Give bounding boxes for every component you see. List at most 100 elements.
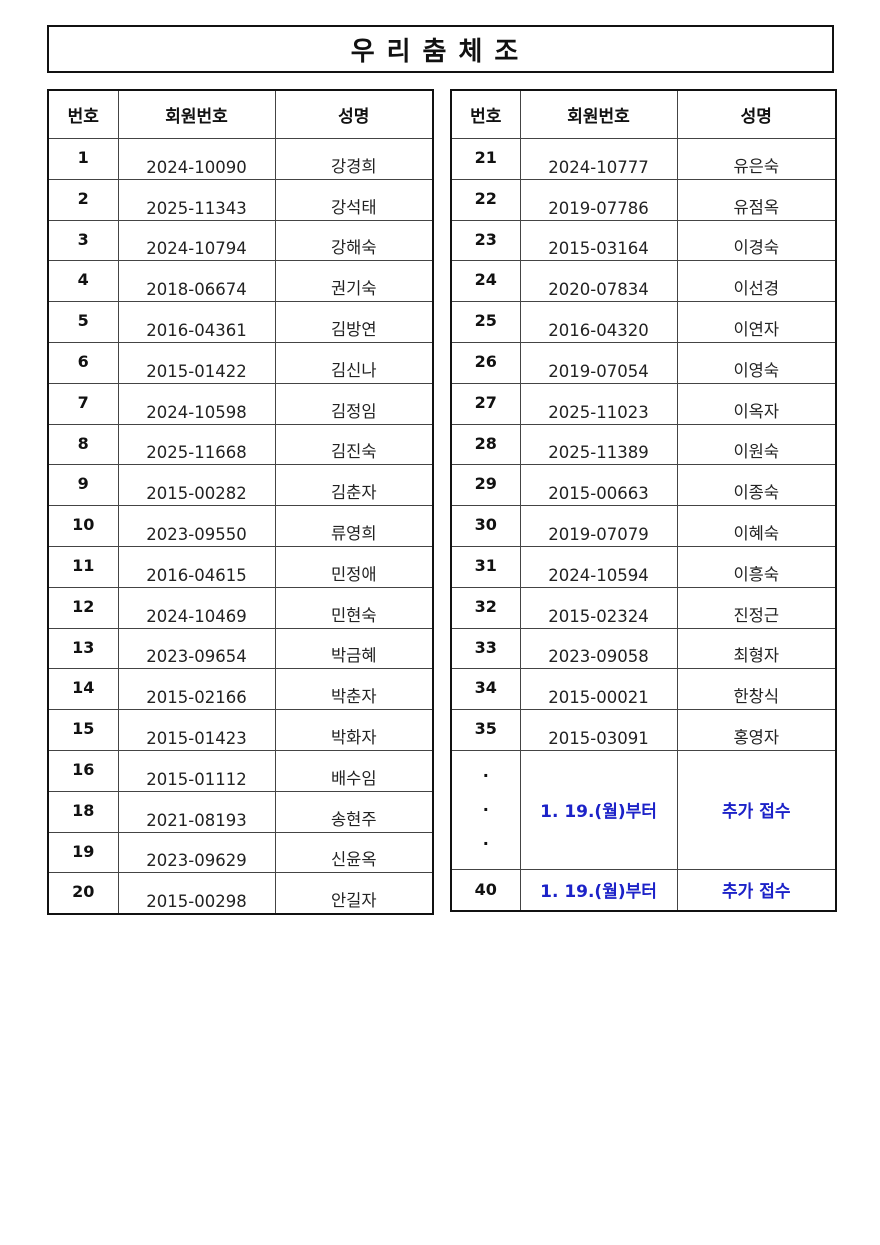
header-member-id: 회원번호	[519, 89, 678, 139]
table-row: 10 2023-09550 류영희	[47, 505, 434, 547]
header-no: 번호	[450, 89, 521, 139]
member-id: 2025-11023	[519, 382, 678, 425]
table-row: 21 2024-10777 유은숙	[450, 138, 837, 180]
member-name: 강석태	[274, 178, 434, 221]
member-name: 이선경	[676, 260, 837, 303]
member-name: 홍영자	[676, 709, 837, 751]
page-title: 우리춤체조	[47, 25, 834, 73]
member-name: 추가 접수	[676, 868, 837, 912]
member-name: 김진숙	[274, 423, 434, 466]
row-number: 20	[47, 872, 119, 915]
row-number: 14	[47, 668, 119, 711]
table-row: 35 2015-03091 홍영자	[450, 709, 837, 751]
row-number: 32	[450, 586, 521, 629]
table-row: 14 2015-02166 박춘자	[47, 668, 434, 711]
table-header: 번호 회원번호 성명	[450, 89, 837, 139]
member-id: 2019-07786	[519, 178, 678, 221]
member-id: 2024-10594	[519, 545, 678, 588]
member-id: 2025-11668	[117, 423, 276, 466]
table-row: 33 2023-09058 최형자	[450, 627, 837, 670]
table-row: 7 2024-10598 김정임	[47, 382, 434, 425]
member-id: 2015-00021	[519, 668, 678, 711]
member-name: 안길자	[274, 872, 434, 915]
member-name: 김방연	[274, 301, 434, 343]
table-row: 13 2023-09654 박금혜	[47, 627, 434, 670]
row-number: 25	[450, 301, 521, 343]
member-id: 2015-03164	[519, 219, 678, 262]
table-row: 11 2016-04615 민정애	[47, 545, 434, 588]
member-id: 2023-09654	[117, 627, 276, 670]
row-number: 22	[450, 178, 521, 221]
member-id: 2025-11343	[117, 178, 276, 221]
member-id: 2016-04615	[117, 545, 276, 588]
member-name: 유점옥	[676, 178, 837, 221]
member-name: 강해숙	[274, 219, 434, 262]
table-row: 4 2018-06674 권기숙	[47, 260, 434, 303]
member-name: 민정애	[274, 545, 434, 588]
member-id: 2021-08193	[117, 790, 276, 833]
table-row: 32 2015-02324 진정근	[450, 586, 837, 629]
table-row: 24 2020-07834 이선경	[450, 260, 837, 303]
table-row: 20 2015-00298 안길자	[47, 872, 434, 915]
member-name: 이원숙	[676, 423, 837, 466]
row-number: 1	[47, 138, 119, 180]
member-id: 2020-07834	[519, 260, 678, 303]
member-id: 2015-02324	[519, 586, 678, 629]
member-id: 2016-04320	[519, 301, 678, 343]
table-row: 1 2024-10090 강경희	[47, 138, 434, 180]
table-row: 18 2021-08193 송현주	[47, 790, 434, 833]
member-id: 2015-00282	[117, 464, 276, 507]
table-row: 6 2015-01422 김신나	[47, 341, 434, 384]
row-number: 40	[450, 868, 521, 912]
row-number: 16	[47, 749, 119, 792]
table-row: 8 2025-11668 김진숙	[47, 423, 434, 466]
member-id: 2024-10777	[519, 138, 678, 180]
member-name: 박춘자	[274, 668, 434, 711]
member-name: 이혜숙	[676, 505, 837, 547]
row-number: 10	[47, 505, 119, 547]
row-number: 3	[47, 219, 119, 262]
member-id: 2015-01112	[117, 749, 276, 792]
member-id: 2025-11389	[519, 423, 678, 466]
table-row: 29 2015-00663 이종숙	[450, 464, 837, 507]
header-name: 성명	[274, 89, 434, 139]
row-number: 27	[450, 382, 521, 425]
row-number: 5	[47, 301, 119, 343]
row-number: 30	[450, 505, 521, 547]
table-row: 28 2025-11389 이원숙	[450, 423, 837, 466]
row-number: 18	[47, 790, 119, 833]
member-name: 이옥자	[676, 382, 837, 425]
member-id: 2018-06674	[117, 260, 276, 303]
header-member-id: 회원번호	[117, 89, 276, 139]
member-name: 이종숙	[676, 464, 837, 507]
table-row: · · · 1. 19.(월)부터 추가 접수	[450, 749, 837, 870]
row-number: 29	[450, 464, 521, 507]
table-row: 26 2019-07054 이영숙	[450, 341, 837, 384]
member-name: 이영숙	[676, 341, 837, 384]
member-id: 2016-04361	[117, 301, 276, 343]
row-number: 13	[47, 627, 119, 670]
member-id: 2023-09058	[519, 627, 678, 670]
member-name: 추가 접수	[676, 749, 837, 870]
table-row: 9 2015-00282 김춘자	[47, 464, 434, 507]
member-table-left: 번호 회원번호 성명 1 2024-10090 강경희 2 2025-11343 강석태 3…	[47, 89, 434, 916]
member-name: 김신나	[274, 341, 434, 384]
member-name: 강경희	[274, 138, 434, 180]
member-id: 2015-01423	[117, 709, 276, 751]
member-name: 박금혜	[274, 627, 434, 670]
table-row: 27 2025-11023 이옥자	[450, 382, 837, 425]
table-row: 12 2024-10469 민현숙	[47, 586, 434, 629]
member-name: 김춘자	[274, 464, 434, 507]
member-id: 2024-10794	[117, 219, 276, 262]
member-name: 권기숙	[274, 260, 434, 303]
row-number: 7	[47, 382, 119, 425]
header-name: 성명	[676, 89, 837, 139]
row-number: 19	[47, 831, 119, 874]
table-row: 30 2019-07079 이혜숙	[450, 505, 837, 547]
row-number: 26	[450, 341, 521, 384]
member-id: 2023-09550	[117, 505, 276, 547]
row-number: 4	[47, 260, 119, 303]
table-row: 15 2015-01423 박화자	[47, 709, 434, 751]
table-header: 번호 회원번호 성명	[47, 89, 434, 139]
row-number: 23	[450, 219, 521, 262]
